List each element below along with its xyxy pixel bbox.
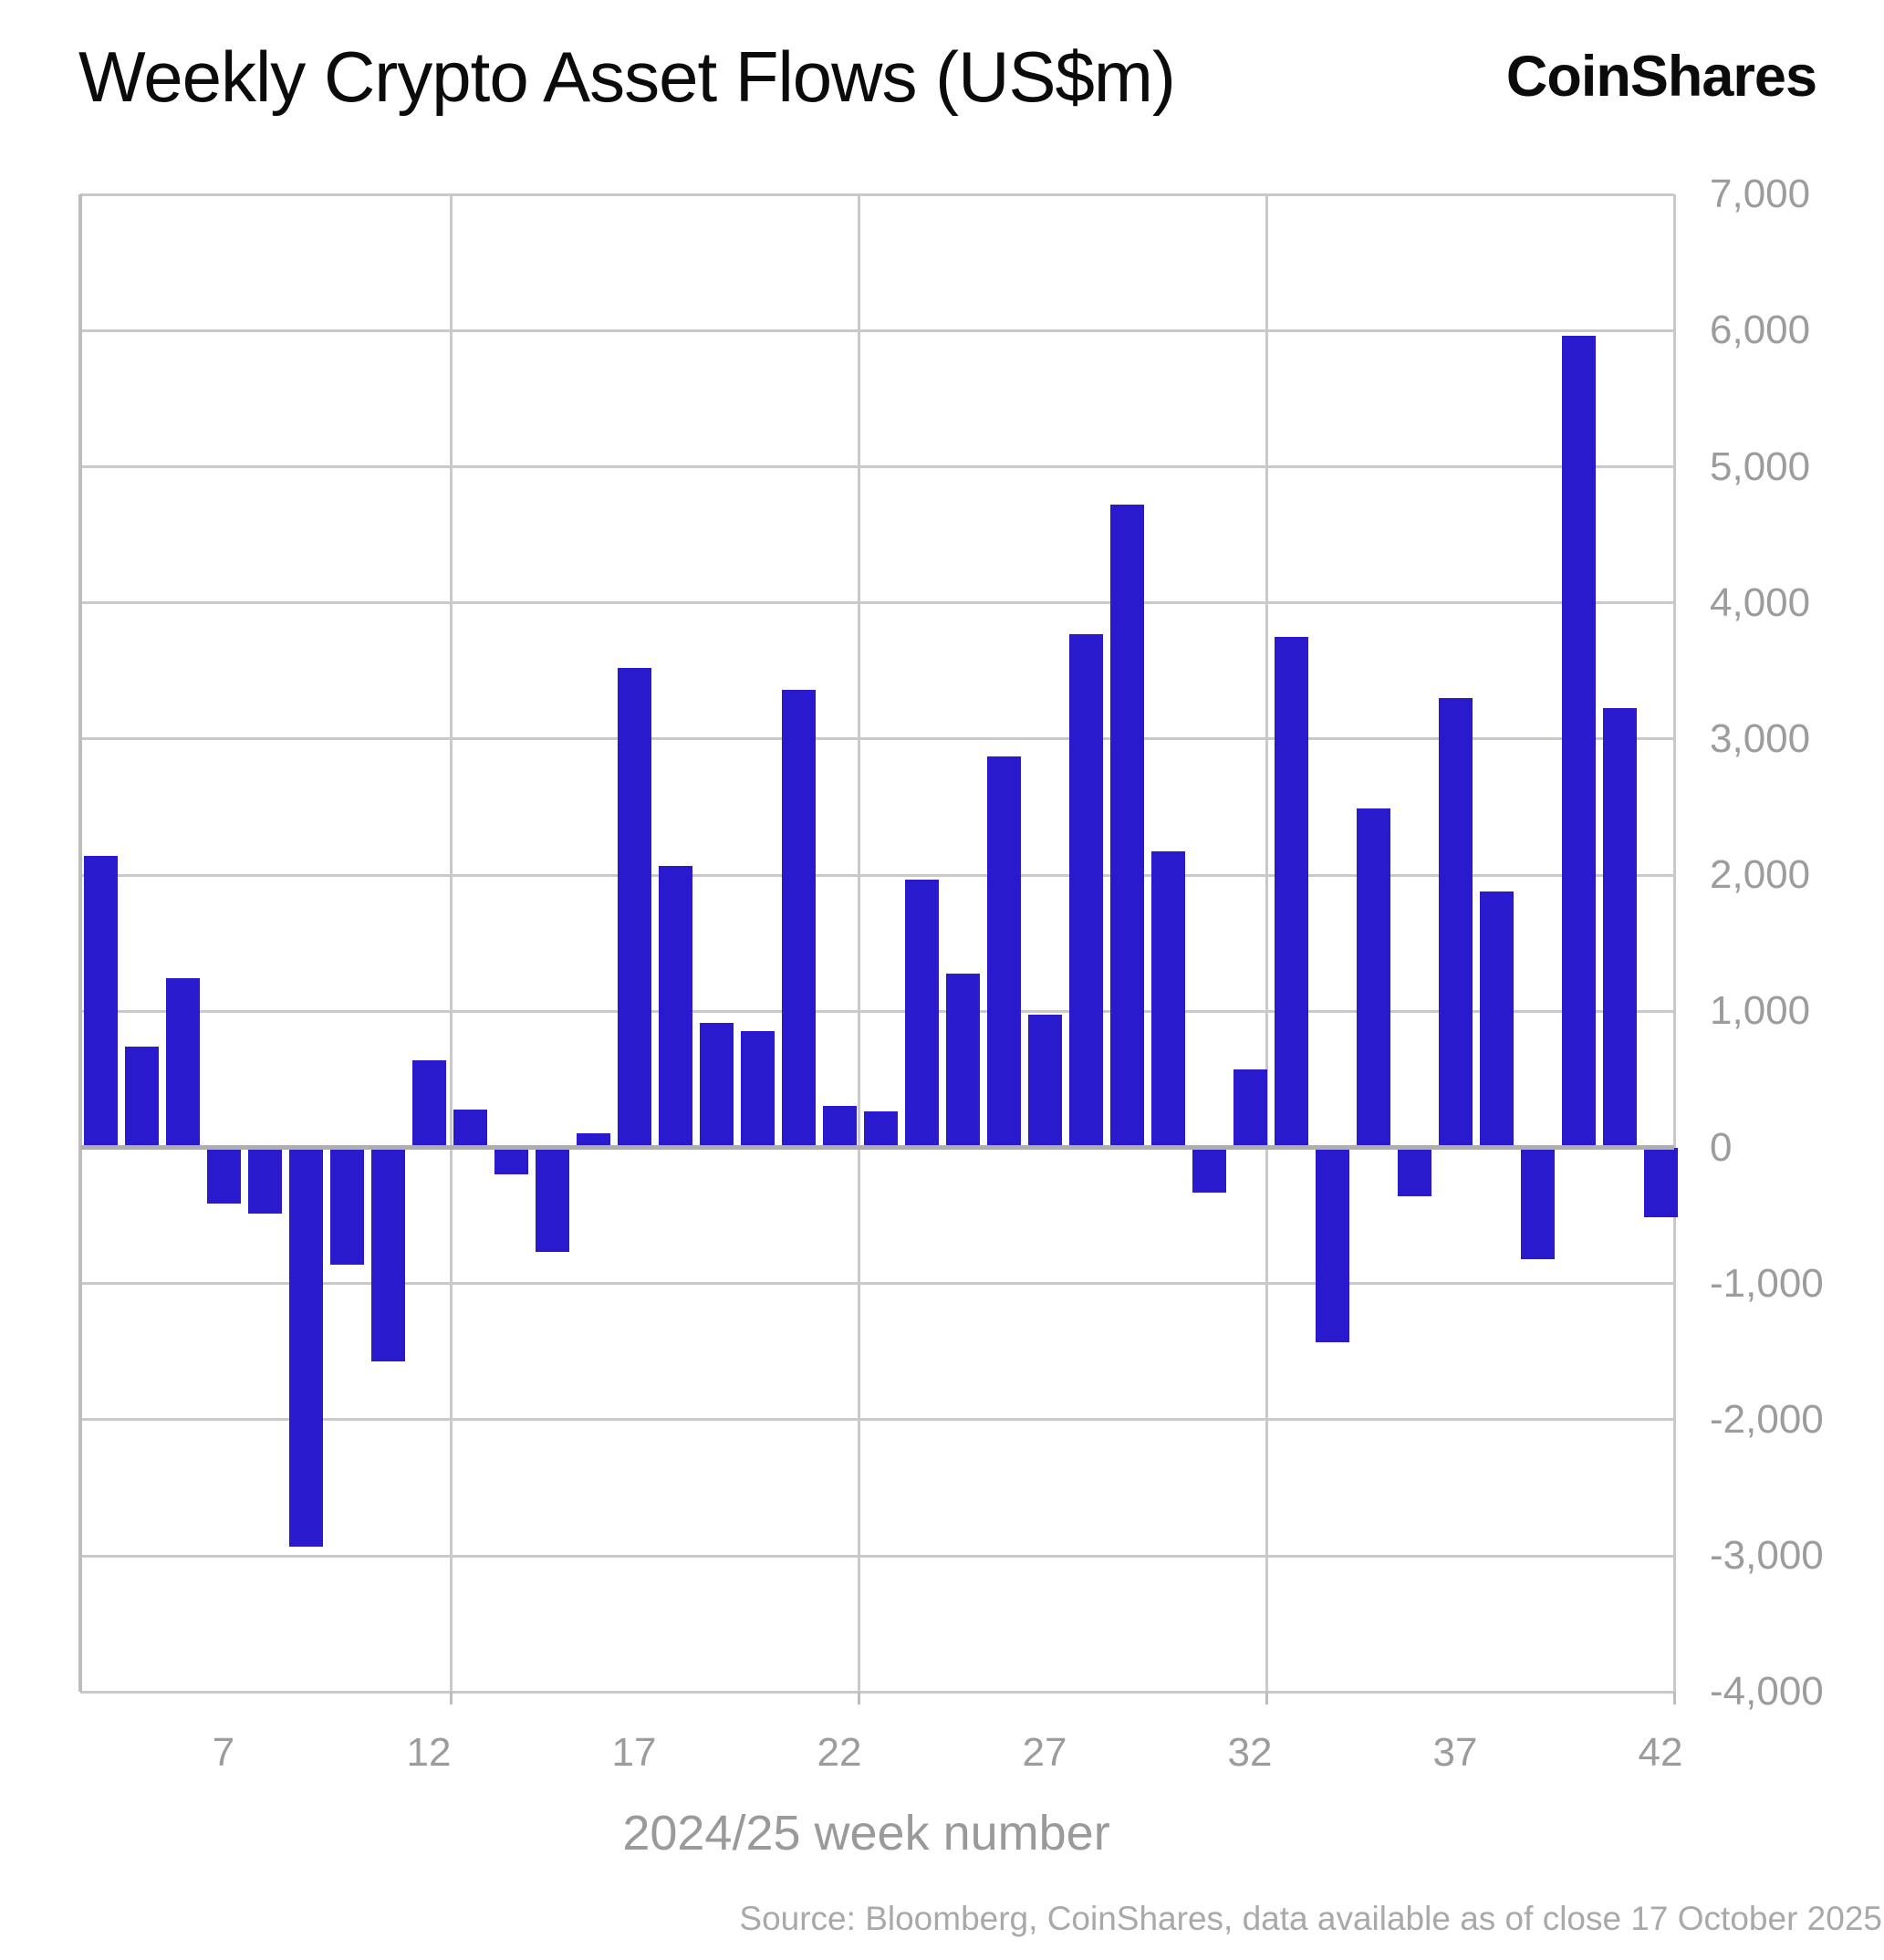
bar-week-21 — [781, 690, 816, 1148]
bar-week-40 — [1561, 336, 1596, 1148]
y-axis-label: 7,000 — [1710, 172, 1811, 217]
bar-week-16 — [576, 1132, 610, 1148]
x-axis-title: 2024/25 week number — [622, 1806, 1110, 1861]
y-axis-label: 3,000 — [1710, 715, 1811, 761]
y-axis-label: 1,000 — [1710, 988, 1811, 1034]
bar-week-9 — [288, 1147, 323, 1547]
y-gridline — [80, 1554, 1674, 1558]
bar-week-39 — [1520, 1147, 1555, 1259]
x-gridline — [1672, 194, 1676, 1693]
x-axis-tick — [449, 1692, 453, 1705]
bar-week-33 — [1274, 637, 1308, 1148]
y-axis-label: -4,000 — [1710, 1669, 1824, 1715]
bar-week-34 — [1315, 1147, 1349, 1342]
bar-week-35 — [1356, 808, 1390, 1148]
bar-week-18 — [658, 866, 692, 1148]
bar-week-27 — [1027, 1015, 1062, 1148]
bar-week-36 — [1397, 1147, 1431, 1197]
x-axis-tick — [1265, 1692, 1268, 1705]
y-gridline — [80, 1690, 1674, 1694]
bar-week-5 — [124, 1047, 159, 1148]
bar-week-26 — [986, 756, 1021, 1148]
bar-week-25 — [945, 973, 980, 1148]
bar-week-19 — [699, 1022, 734, 1148]
y-axis-label: -3,000 — [1710, 1533, 1824, 1579]
y-axis-label: 0 — [1710, 1124, 1733, 1170]
bar-week-14 — [494, 1147, 528, 1174]
chart-title: Weekly Crypto Asset Flows (US$m) — [78, 36, 1176, 117]
bar-week-28 — [1068, 634, 1103, 1148]
y-axis-label: 4,000 — [1710, 579, 1811, 625]
bar-week-15 — [535, 1147, 569, 1253]
y-gridline — [80, 193, 1674, 196]
x-gridline — [857, 194, 860, 1693]
bar-week-23 — [863, 1110, 898, 1148]
bar-week-4 — [83, 856, 118, 1148]
x-axis-label: 37 — [1432, 1730, 1478, 1775]
y-gridline — [80, 1009, 1674, 1013]
x-axis-label: 17 — [611, 1730, 657, 1775]
bar-week-22 — [822, 1105, 857, 1148]
y-axis-label: -1,000 — [1710, 1260, 1824, 1306]
bar-week-17 — [617, 668, 651, 1148]
y-axis-label: 2,000 — [1710, 852, 1811, 898]
y-axis-line — [78, 194, 82, 1693]
y-gridline — [80, 601, 1674, 605]
x-axis-tick — [1672, 1692, 1676, 1705]
bar-week-13 — [453, 1109, 487, 1148]
y-axis-label: 5,000 — [1710, 443, 1811, 489]
zero-axis-line — [80, 1145, 1674, 1150]
y-gridline — [80, 873, 1674, 877]
bar-week-10 — [329, 1147, 364, 1265]
bar-week-41 — [1602, 707, 1637, 1148]
x-gridline — [449, 194, 453, 1693]
bar-week-12 — [411, 1060, 446, 1148]
bar-week-38 — [1479, 891, 1514, 1148]
x-axis-label: 27 — [1022, 1730, 1067, 1775]
y-gridline — [80, 328, 1674, 332]
y-gridline — [80, 465, 1674, 469]
bar-week-8 — [247, 1147, 282, 1214]
bar-week-6 — [165, 977, 200, 1148]
bar-week-30 — [1150, 851, 1185, 1148]
y-gridline — [80, 1282, 1674, 1286]
y-axis-label: -2,000 — [1710, 1396, 1824, 1442]
y-gridline — [80, 737, 1674, 741]
bar-week-11 — [370, 1147, 405, 1361]
x-axis-tick — [857, 1692, 860, 1705]
y-gridline — [80, 1418, 1674, 1422]
bar-week-32 — [1233, 1069, 1267, 1148]
bar-week-37 — [1438, 698, 1473, 1148]
bar-week-7 — [206, 1147, 241, 1204]
x-axis-label: 42 — [1638, 1730, 1683, 1775]
bar-week-29 — [1109, 505, 1144, 1148]
bar-week-42 — [1643, 1147, 1678, 1218]
coinshares-logo: CoinShares — [1505, 45, 1817, 109]
bar-week-31 — [1192, 1147, 1226, 1194]
source-note: Source: Bloomberg, CoinShares, data avai… — [739, 1900, 1882, 1937]
x-axis-label: 22 — [817, 1730, 862, 1775]
bar-week-24 — [904, 879, 939, 1148]
x-gridline — [1265, 194, 1268, 1693]
x-axis-label: 7 — [212, 1730, 235, 1775]
y-axis-label: 6,000 — [1710, 308, 1811, 353]
x-axis-label: 12 — [406, 1730, 452, 1775]
bar-week-20 — [740, 1030, 775, 1148]
x-axis-label: 32 — [1227, 1730, 1273, 1775]
